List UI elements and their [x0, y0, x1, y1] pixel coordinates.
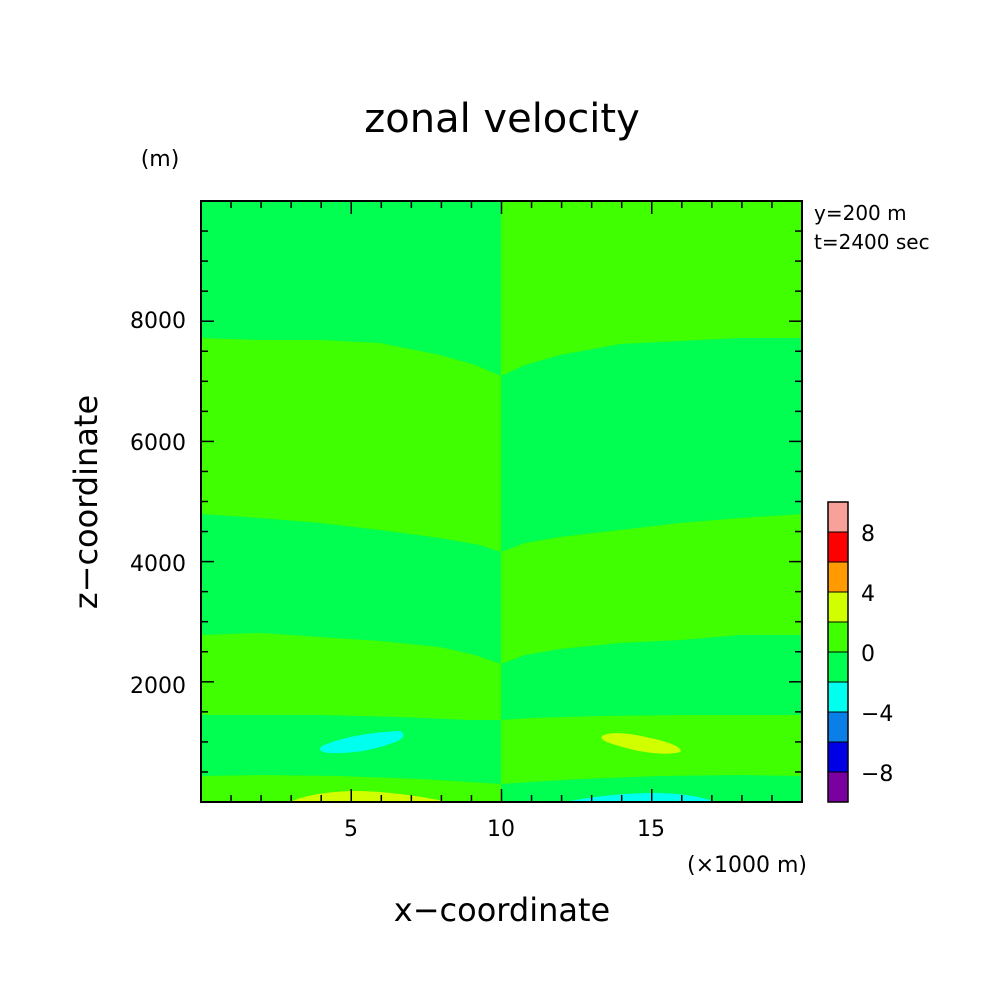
colorbar-swatch — [827, 501, 849, 533]
colorbar-swatch — [827, 711, 849, 743]
x-tick-labels: 5 10 15 — [344, 817, 665, 842]
band-right-top — [501, 201, 802, 376]
colorbar-swatch — [827, 621, 849, 653]
colorbar-swatch — [827, 771, 849, 803]
cell-negative-bottom-right — [565, 793, 715, 802]
colorbar-label: 0 — [861, 642, 875, 667]
colorbar-swatch — [827, 681, 849, 713]
band-left-bottom — [201, 775, 501, 802]
cell-positive-right — [601, 733, 681, 754]
colorbar-swatch — [827, 531, 849, 563]
chart-title: zonal velocity — [364, 96, 640, 142]
band-left-lower — [201, 633, 501, 720]
band-left-upper — [201, 338, 501, 552]
y-tick-label: 6000 — [130, 431, 186, 456]
colorbar-frame — [827, 501, 849, 803]
y-tick-label: 4000 — [130, 552, 186, 577]
x-tick-label: 10 — [487, 817, 515, 842]
y-tick-label: 2000 — [130, 674, 186, 699]
colorbar — [827, 501, 849, 803]
colorbar-swatch — [827, 561, 849, 593]
annotation-t: t=2400 sec — [814, 230, 930, 254]
annotation-y: y=200 m — [814, 201, 907, 225]
cell-positive-bottom-left — [290, 791, 448, 802]
x-unit-label: (×1000 m) — [687, 853, 807, 878]
axis-ticks — [201, 201, 802, 802]
colorbar-label: 4 — [861, 582, 875, 607]
x-tick-label: 15 — [637, 817, 665, 842]
cell-negative-left — [320, 731, 404, 754]
colorbar-label: 8 — [861, 522, 875, 547]
y-tick-labels: 2000 4000 6000 8000 — [130, 309, 186, 699]
band-right-middle — [501, 514, 802, 664]
colorbar-label: −8 — [861, 762, 893, 787]
plot-area — [200, 200, 803, 803]
y-tick-label: 8000 — [130, 309, 186, 334]
colorbar-swatch — [827, 651, 849, 683]
x-axis-label: x−coordinate — [394, 891, 610, 929]
y-axis-label: z−coordinate — [67, 395, 105, 609]
colorbar-swatch — [827, 741, 849, 773]
y-unit-label: (m) — [141, 147, 180, 172]
x-tick-label: 5 — [344, 817, 358, 842]
colorbar-label: −4 — [861, 702, 893, 727]
colorbar-labels: 8 4 0 −4 −8 — [861, 522, 893, 787]
colorbar-swatch — [827, 591, 849, 623]
